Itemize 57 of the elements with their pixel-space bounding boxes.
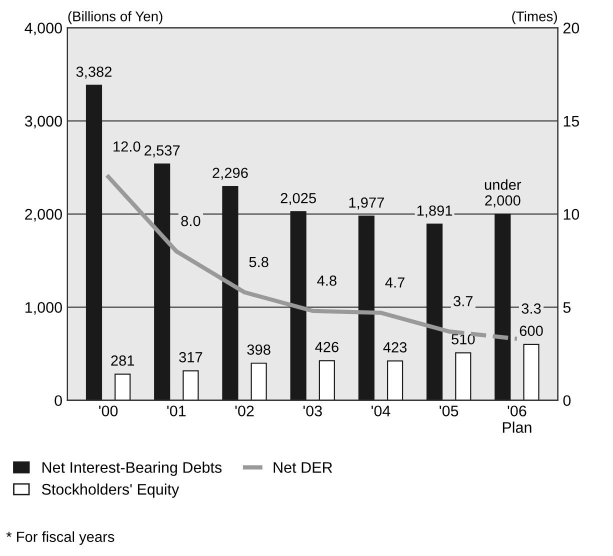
data-label: 3,382: [76, 66, 112, 79]
x-tick-label: '06 Plan: [502, 406, 532, 433]
legend-label: Stockholders' Equity: [42, 484, 180, 498]
bar: [114, 374, 131, 400]
data-label: 423: [383, 342, 407, 352]
bar: [222, 186, 238, 400]
y-tick-label: 2,000: [25, 208, 62, 222]
bar: [358, 216, 374, 400]
y2-axis-title: (Times): [512, 11, 557, 24]
y2-tick-label: 10: [564, 208, 580, 220]
bar: [250, 362, 267, 400]
y2-tick-label: 0: [563, 395, 571, 406]
data-label: 1,977: [349, 197, 384, 210]
y-tick-label: 3,000: [24, 116, 62, 128]
legend-label: Net DER: [274, 462, 332, 473]
bar: [182, 370, 199, 400]
data-label: 2,537: [144, 145, 180, 158]
x-tick-label: '03: [303, 406, 322, 416]
bar: [86, 84, 102, 400]
bar: [523, 344, 540, 400]
data-label: 1,891: [417, 205, 452, 218]
x-tick-label: '04: [372, 406, 390, 416]
data-label: 4.8: [317, 275, 336, 286]
bar: [318, 360, 335, 400]
bar: [154, 163, 170, 400]
legend-label: Net Interest-Bearing Debts: [42, 462, 222, 476]
y-axis-title: (Billions of Yen): [68, 11, 162, 24]
bar: [386, 360, 404, 400]
bar: [494, 214, 511, 400]
data-label: 2,296: [212, 168, 248, 180]
data-label: 5.8: [249, 256, 268, 268]
data-label: 3.3: [522, 303, 541, 314]
x-tick-label: '01: [167, 406, 186, 416]
y-tick-label: 4,000: [24, 22, 62, 36]
data-label: under 2,000: [484, 179, 522, 208]
y2-tick-label: 15: [564, 116, 580, 127]
data-label: 398: [247, 344, 270, 355]
data-label: 600: [520, 326, 543, 336]
data-label: 2,025: [280, 192, 316, 206]
data-label: 8.0: [181, 216, 200, 226]
data-label: 4.7: [385, 277, 404, 288]
bar: [426, 224, 443, 400]
x-tick-label: '02: [235, 406, 254, 416]
data-label: 317: [179, 352, 202, 362]
y2-tick-label: 5: [563, 302, 571, 313]
data-label: 426: [315, 342, 338, 352]
y-tick-label: 1,000: [26, 302, 62, 315]
text: * For fiscal years: [6, 531, 114, 545]
bar: [290, 211, 306, 400]
y2-tick-label: 20: [563, 22, 580, 34]
x-tick-label: '00: [99, 406, 118, 416]
bar: [455, 352, 472, 400]
data-label: 3.7: [454, 296, 473, 306]
y-tick-label: 0: [54, 395, 62, 406]
data-label: 281: [111, 355, 134, 366]
x-tick-label: '05: [440, 406, 458, 416]
data-label: 12.0: [114, 141, 140, 152]
